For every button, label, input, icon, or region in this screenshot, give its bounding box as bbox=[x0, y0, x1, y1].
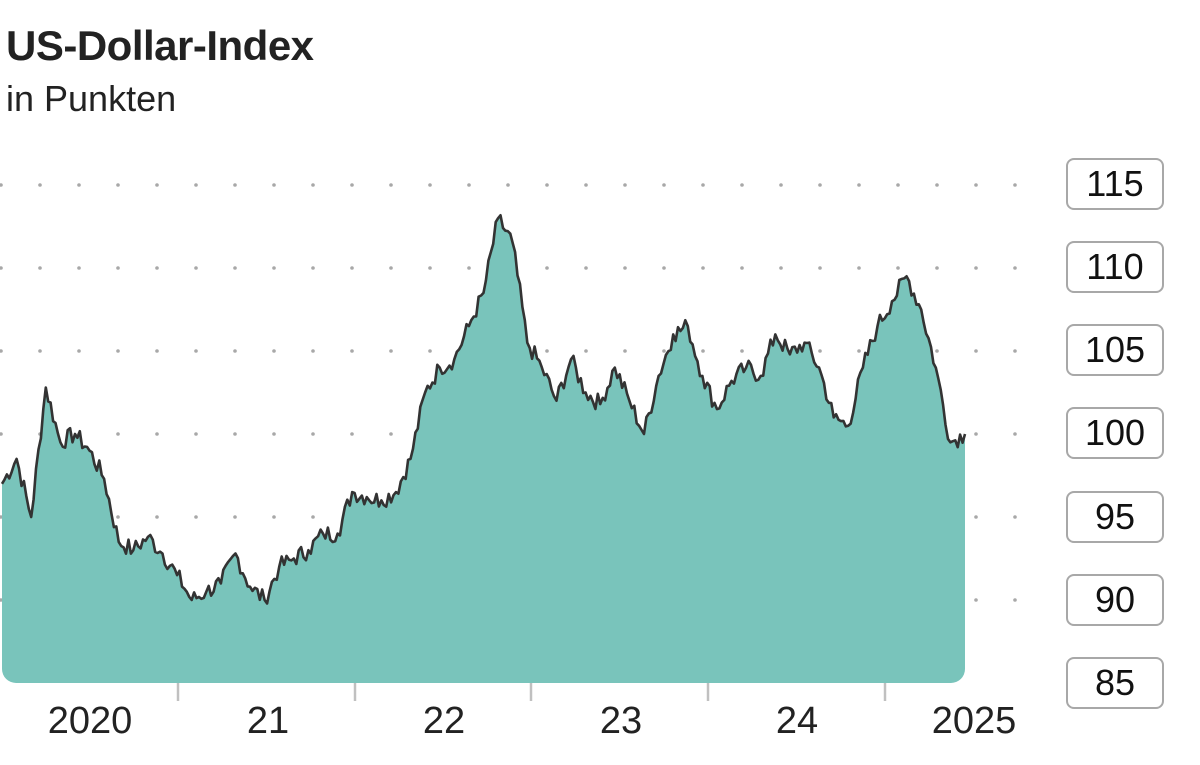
y-axis-label: 110 bbox=[1066, 241, 1164, 293]
y-axis-label: 95 bbox=[1066, 491, 1164, 543]
x-axis-label: 2025 bbox=[931, 700, 1017, 742]
chart-subtitle: in Punkten bbox=[6, 78, 177, 119]
data-line bbox=[0, 214, 967, 605]
y-axis-label: 115 bbox=[1066, 158, 1164, 210]
y-axis-label: 90 bbox=[1066, 574, 1164, 626]
x-axis-label: 24 bbox=[775, 700, 819, 742]
y-axis-label: 100 bbox=[1066, 407, 1164, 459]
x-axis-ticks bbox=[176, 683, 887, 701]
area-fill bbox=[2, 215, 965, 683]
y-axis-label: 85 bbox=[1066, 657, 1164, 709]
x-axis-label: 23 bbox=[599, 700, 643, 742]
x-axis-label: 2020 bbox=[47, 700, 133, 742]
y-axis-label: 105 bbox=[1066, 324, 1164, 376]
chart-title: US-Dollar-Index bbox=[6, 22, 314, 69]
x-axis-label: 21 bbox=[246, 700, 290, 742]
x-axis-label: 22 bbox=[422, 700, 466, 742]
